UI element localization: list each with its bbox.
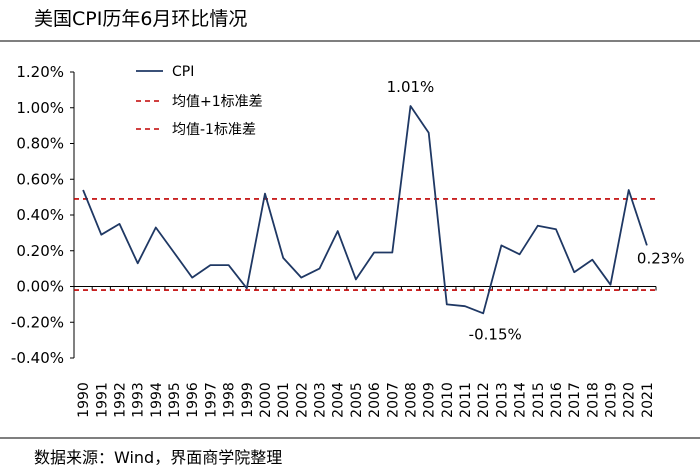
x-tick-label: 2003 bbox=[313, 382, 329, 418]
x-tick-label: 2000 bbox=[258, 382, 274, 418]
y-tick-label: 0.60% bbox=[16, 170, 64, 188]
x-tick-label: 1991 bbox=[94, 382, 110, 418]
y-tick-label: 0.20% bbox=[16, 242, 64, 260]
y-tick-label: -0.20% bbox=[11, 313, 64, 331]
x-tick-label: 2012 bbox=[476, 382, 492, 418]
y-tick-label: 1.00% bbox=[16, 99, 64, 117]
x-tick-label: 2001 bbox=[276, 382, 292, 418]
data-label: 0.23% bbox=[637, 249, 685, 267]
data-label: 1.01% bbox=[387, 78, 435, 96]
x-tick-label: 2017 bbox=[567, 382, 583, 418]
chart-title: 美国CPI历年6月环比情况 bbox=[34, 8, 248, 30]
x-tick-label: 1997 bbox=[203, 382, 219, 418]
x-tick-label: 1994 bbox=[149, 382, 165, 418]
y-tick-label: 1.20% bbox=[16, 63, 64, 81]
x-tick-label: 1998 bbox=[222, 382, 238, 418]
x-tick-label: 2004 bbox=[331, 382, 347, 418]
x-tick-label: 2002 bbox=[294, 382, 310, 418]
top-divider bbox=[0, 40, 700, 42]
y-tick-label: 0.80% bbox=[16, 135, 64, 153]
x-tick-label: 2014 bbox=[513, 382, 529, 418]
series-line-cpi bbox=[82, 105, 648, 315]
cpi-line-chart: -0.40% -0.20% 0.00% 0.20% 0.40% 0.60% 0.80% 1.0… bbox=[11, 63, 685, 418]
data-label: -0.15% bbox=[469, 325, 522, 343]
x-tick-label: 1996 bbox=[185, 382, 201, 418]
x-tick-label: 2007 bbox=[385, 382, 401, 418]
bottom-divider bbox=[0, 437, 700, 439]
y-tick-label: -0.40% bbox=[11, 349, 64, 367]
x-tick-label: 2009 bbox=[422, 382, 438, 418]
x-tick-label: 2015 bbox=[531, 382, 547, 418]
data-labels: 1.01% -0.15% 0.23% bbox=[387, 78, 685, 343]
source-note: 数据来源：Wind，界面商学院整理 bbox=[34, 448, 283, 467]
legend-label: 均值+1标准差 bbox=[172, 94, 263, 110]
x-tick-label: 1992 bbox=[112, 382, 128, 418]
x-tick-label: 2016 bbox=[549, 382, 565, 418]
x-tick-label: 1995 bbox=[167, 382, 183, 418]
x-tick-label: 2018 bbox=[585, 382, 601, 418]
x-tick-label: 2013 bbox=[494, 382, 510, 418]
x-tick-label: 2021 bbox=[640, 382, 656, 418]
series-layer bbox=[82, 105, 648, 315]
x-tick-label: 2010 bbox=[440, 382, 456, 418]
chart-axes: -0.40% -0.20% 0.00% 0.20% 0.40% 0.60% 0.80% 1.0… bbox=[11, 63, 657, 418]
x-tick-label: 1993 bbox=[131, 382, 147, 418]
x-tick-label: 2011 bbox=[458, 382, 474, 418]
x-tick-label: 2019 bbox=[604, 382, 620, 418]
legend-label: CPI bbox=[172, 64, 194, 80]
x-tick-label: 2020 bbox=[622, 382, 638, 418]
x-tick-label: 1990 bbox=[76, 382, 92, 418]
legend-label: 均值-1标准差 bbox=[172, 122, 256, 138]
x-tick-label: 1999 bbox=[240, 382, 256, 418]
y-tick-label: 0.00% bbox=[16, 278, 64, 296]
x-tick-label: 2005 bbox=[349, 382, 365, 418]
x-tick-label: 2006 bbox=[367, 382, 383, 418]
x-tick-label: 2008 bbox=[403, 382, 419, 418]
reference-lines bbox=[74, 198, 656, 291]
y-tick-label: 0.40% bbox=[16, 206, 64, 224]
